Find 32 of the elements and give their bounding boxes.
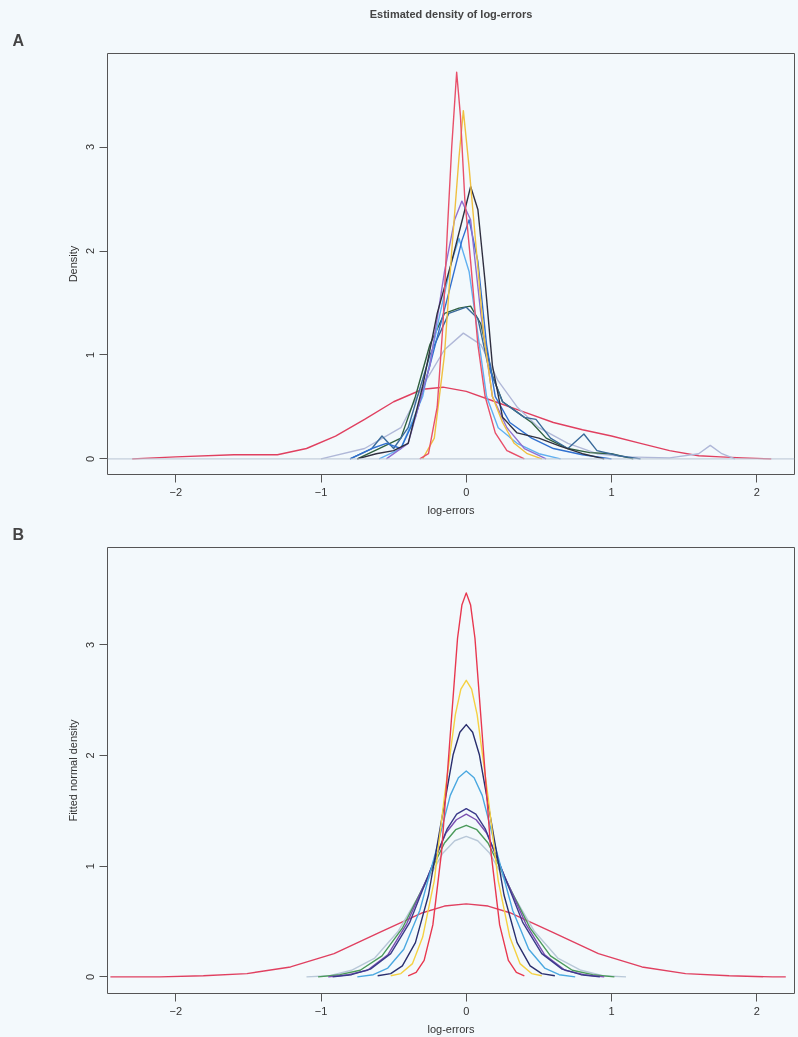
x-axis-title: log-errors: [427, 503, 476, 516]
text: A: [12, 31, 25, 49]
x-tick-label: 2: [753, 485, 760, 498]
line-series: [356, 770, 576, 978]
y-tick-label: 0: [84, 973, 97, 980]
text: B: [12, 525, 25, 543]
x-tick-label: −1: [314, 485, 328, 498]
line-series: [419, 71, 526, 460]
x-tick-label: 1: [608, 1004, 615, 1017]
y-axis-title: Density: [66, 245, 79, 283]
line-series: [421, 109, 543, 460]
line-series: [390, 679, 543, 977]
x-tick-label: 1: [608, 485, 615, 498]
x-tick-label: 0: [463, 485, 470, 498]
line-series: [407, 592, 526, 977]
y-tick-label: 1: [84, 863, 97, 870]
line-series: [376, 723, 556, 977]
x-axis-title: log-errors: [427, 1022, 476, 1035]
y-tick-label: 3: [84, 641, 97, 648]
y-axis-title: Fitted normal density: [66, 718, 79, 822]
x-tick-label: −1: [314, 1004, 328, 1017]
x-tick-label: 2: [753, 1004, 760, 1017]
line-series: [109, 903, 787, 978]
y-tick-label: 2: [84, 247, 97, 255]
y-tick-label: 3: [84, 143, 97, 151]
y-tick-label: 2: [84, 752, 97, 759]
chart-title: Estimated density of log-errors: [369, 7, 533, 20]
y-tick-label: 1: [84, 351, 97, 359]
x-tick-label: −2: [169, 485, 183, 498]
x-tick-label: −2: [169, 1004, 183, 1017]
x-tick-label: 0: [463, 1004, 470, 1017]
y-tick-label: 0: [84, 455, 97, 462]
